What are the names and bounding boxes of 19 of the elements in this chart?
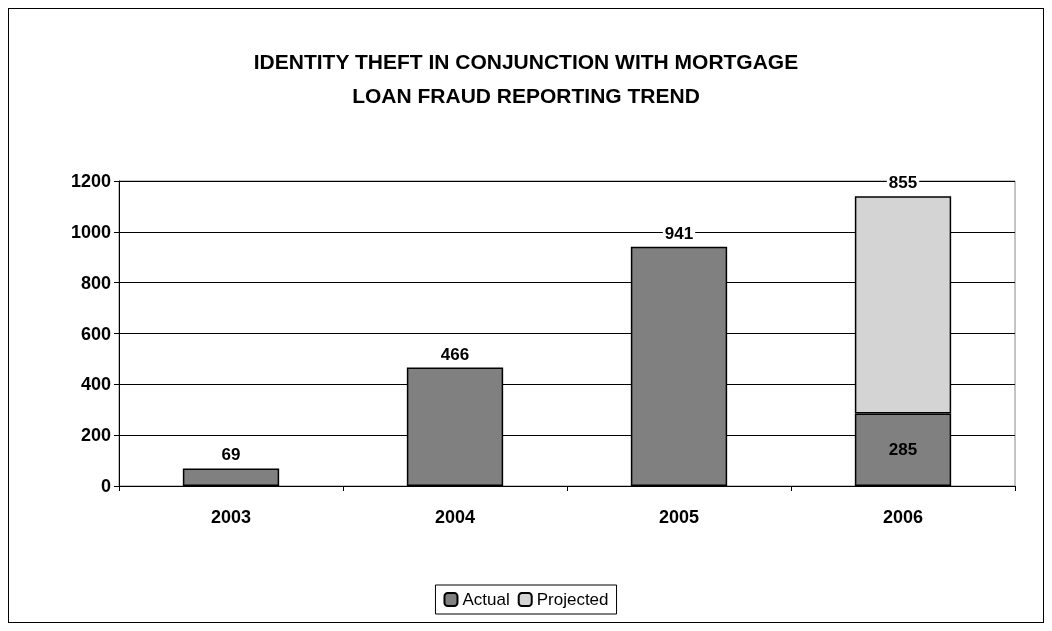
y-tick-label: 0 [100,476,111,496]
data-label: 855 [888,173,918,193]
y-tick-label: 400 [80,374,111,395]
y-tick-label: 200 [80,425,111,446]
x-tick-label: 2005 [658,507,700,527]
y-tick-label: 1200 [70,171,111,191]
data-label: 941 [664,223,694,243]
data-label: 285 [888,440,918,460]
y-tick-label: 600 [80,323,111,344]
legend-label: Actual [462,590,510,609]
y-tick-label: 800 [80,272,111,293]
x-tick-label: 2006 [882,507,924,527]
data-label: 69 [221,445,241,465]
data-label: 466 [440,344,470,364]
x-tick-label: 2004 [434,507,476,527]
y-tick-label: 1000 [70,221,111,242]
chart-title: IDENTITY THEFT IN CONJUNCTION WITH MORTGAGE LOAN FRAUD REPORTING TREND [253,49,799,107]
legend-label: Projected [536,590,609,609]
x-tick-label: 2003 [210,507,252,527]
